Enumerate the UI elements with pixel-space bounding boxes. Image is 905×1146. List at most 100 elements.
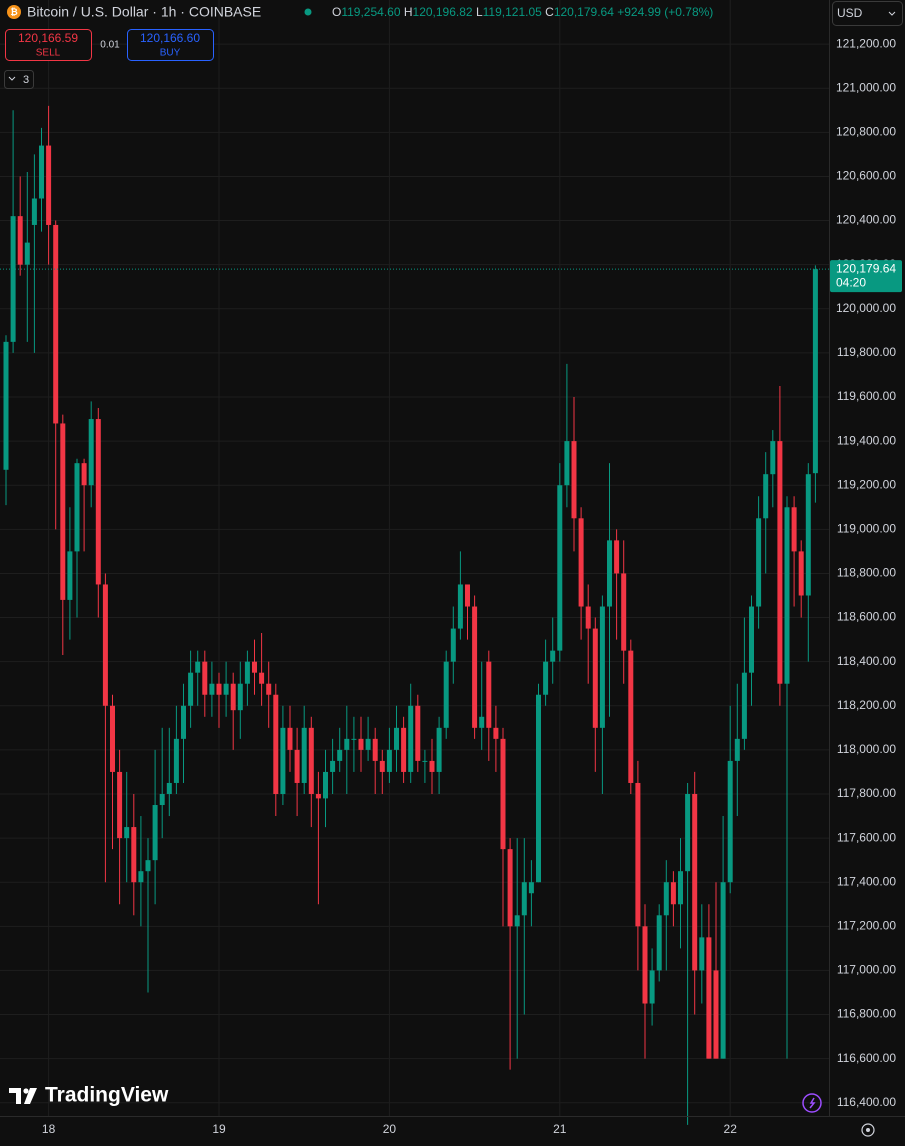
x-tick-label: 19 (212, 1122, 226, 1136)
indicators-caret (8, 76, 16, 81)
candle-body (358, 738, 364, 750)
buy-button[interactable] (127, 29, 214, 61)
candle-body (457, 584, 463, 629)
candle-body (472, 606, 478, 728)
candle-body (479, 716, 485, 728)
candle-body (798, 551, 804, 596)
candle-body (31, 198, 37, 225)
candle-body (223, 683, 229, 695)
candle-body (436, 727, 442, 772)
candle-body (656, 915, 662, 971)
candle-body (450, 628, 456, 662)
y-tick-label: 121,000.00 (836, 80, 896, 94)
candle-body (521, 882, 527, 916)
countdown: 04:20 (836, 275, 866, 289)
x-tick-label: 21 (553, 1122, 567, 1136)
candle-body (259, 672, 265, 684)
ohlc-legend: O119,254.60 H120,196.82 L119,121.05 C120… (332, 5, 713, 19)
candle-body (408, 705, 414, 772)
candle-body (152, 805, 158, 861)
candle-body (117, 771, 123, 839)
candle-body (642, 926, 648, 1004)
buy-price: 120,166.60 (140, 31, 200, 45)
candle-body (39, 145, 44, 199)
ohlc-key: O (332, 5, 341, 19)
candle-body (465, 584, 470, 607)
candle-body (67, 551, 73, 600)
candle-body (649, 970, 655, 1004)
y-tick-label: 120,600.00 (836, 169, 896, 183)
y-tick-label: 120,800.00 (836, 125, 896, 139)
currency-dropdown[interactable] (832, 1, 903, 26)
candle-body (166, 782, 172, 794)
candle-body (812, 269, 818, 474)
assistant-icon[interactable] (802, 1093, 822, 1113)
candle-body (216, 683, 222, 695)
candle-body (124, 827, 130, 839)
y-tick-label: 117,000.00 (837, 963, 896, 977)
candle-body (237, 683, 243, 711)
candle-body (543, 661, 549, 695)
y-tick-label: 119,400.00 (837, 433, 896, 447)
candle-body (550, 650, 556, 662)
candle-body (17, 216, 23, 265)
candle-body (635, 782, 641, 927)
candle-body (628, 650, 634, 783)
candle-body (564, 441, 570, 486)
candle-body (315, 793, 321, 799)
brand-logo (9, 1088, 37, 1104)
candle-body (252, 661, 257, 673)
ohlc-value: 120,196.82 (413, 5, 473, 19)
y-tick-label: 116,800.00 (837, 1007, 896, 1021)
candle-body (287, 727, 293, 750)
candle-body (74, 463, 80, 552)
candle-body (692, 793, 698, 971)
candle-body (663, 882, 669, 916)
candle-body (486, 661, 492, 728)
ohlc-value: 119,254.60 (341, 5, 400, 19)
candle-body (46, 145, 52, 225)
y-tick-label: 118,600.00 (837, 610, 896, 624)
sell-button[interactable] (5, 29, 92, 61)
candle-body (323, 771, 328, 799)
candle-body (131, 827, 137, 883)
candle-body (621, 573, 627, 651)
sell-price: 120,166.59 (18, 31, 78, 45)
candle-body (500, 738, 506, 850)
candle-body (706, 937, 712, 1059)
brand-name: TradingView (45, 1084, 169, 1107)
candle-body (386, 749, 392, 772)
candle-body (791, 507, 797, 552)
candle-body (110, 705, 115, 772)
candle-body (401, 727, 407, 772)
ohlc-value: 119,121.05 (483, 5, 542, 19)
candle-body (102, 584, 108, 706)
candle-body (379, 760, 385, 772)
y-tick-label: 119,800.00 (837, 345, 896, 359)
candle-body (181, 705, 186, 739)
candle-body (507, 849, 513, 927)
ohlc-value: 120,179.64 (554, 5, 614, 19)
settings-dot (866, 1128, 870, 1132)
y-tick-label: 119,600.00 (837, 389, 896, 403)
candle-body (81, 463, 87, 486)
y-tick-label: 116,600.00 (837, 1051, 896, 1065)
candle-body (280, 727, 286, 794)
settings-icon[interactable] (861, 1123, 875, 1137)
candle-body (53, 224, 59, 424)
bitcoin-icon (7, 5, 21, 19)
indicators-toggle[interactable] (4, 70, 34, 89)
candle-body (528, 882, 534, 894)
market-status-dot (304, 8, 312, 16)
candle-body (805, 474, 811, 596)
candle-body (557, 485, 563, 651)
currency-label: USD (837, 6, 863, 20)
candle-body (514, 915, 520, 927)
candle-body (685, 793, 691, 872)
candle-body (294, 749, 300, 783)
symbol-title[interactable]: Bitcoin / U.S. Dollar · 1h · COINBASE (27, 4, 261, 20)
y-tick-label: 118,000.00 (837, 742, 896, 756)
candle-body (585, 606, 591, 629)
candle-body (308, 727, 314, 794)
y-tick-label: 116,400.00 (837, 1095, 896, 1109)
